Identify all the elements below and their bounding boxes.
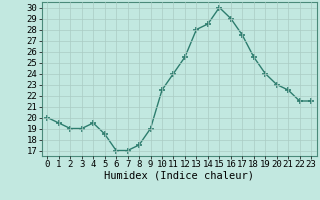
X-axis label: Humidex (Indice chaleur): Humidex (Indice chaleur) — [104, 171, 254, 181]
